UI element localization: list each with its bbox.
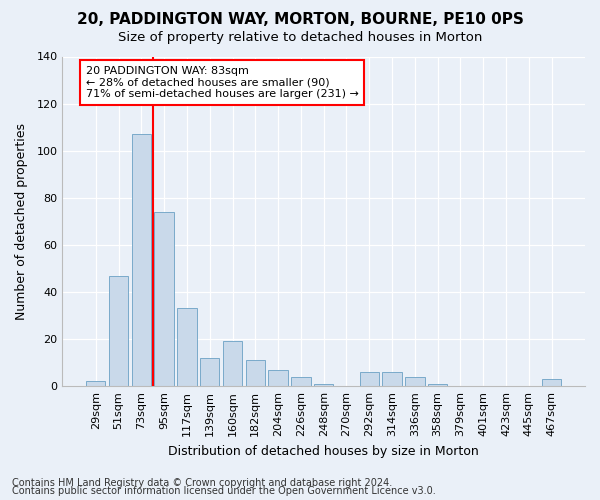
Bar xyxy=(291,377,311,386)
Bar xyxy=(382,372,402,386)
Y-axis label: Number of detached properties: Number of detached properties xyxy=(15,123,28,320)
Bar xyxy=(268,370,288,386)
Text: Size of property relative to detached houses in Morton: Size of property relative to detached ho… xyxy=(118,31,482,44)
Bar xyxy=(428,384,447,386)
Text: 20, PADDINGTON WAY, MORTON, BOURNE, PE10 0PS: 20, PADDINGTON WAY, MORTON, BOURNE, PE10… xyxy=(77,12,523,28)
Bar xyxy=(245,360,265,386)
Bar xyxy=(109,276,128,386)
Bar xyxy=(405,377,425,386)
Bar xyxy=(542,379,561,386)
Text: 20 PADDINGTON WAY: 83sqm
← 28% of detached houses are smaller (90)
71% of semi-d: 20 PADDINGTON WAY: 83sqm ← 28% of detach… xyxy=(86,66,358,99)
Text: Contains HM Land Registry data © Crown copyright and database right 2024.: Contains HM Land Registry data © Crown c… xyxy=(12,478,392,488)
X-axis label: Distribution of detached houses by size in Morton: Distribution of detached houses by size … xyxy=(168,444,479,458)
Bar xyxy=(177,308,197,386)
Bar xyxy=(131,134,151,386)
Bar xyxy=(359,372,379,386)
Bar xyxy=(86,382,106,386)
Text: Contains public sector information licensed under the Open Government Licence v3: Contains public sector information licen… xyxy=(12,486,436,496)
Bar xyxy=(314,384,334,386)
Bar xyxy=(223,342,242,386)
Bar xyxy=(200,358,220,386)
Bar xyxy=(154,212,174,386)
